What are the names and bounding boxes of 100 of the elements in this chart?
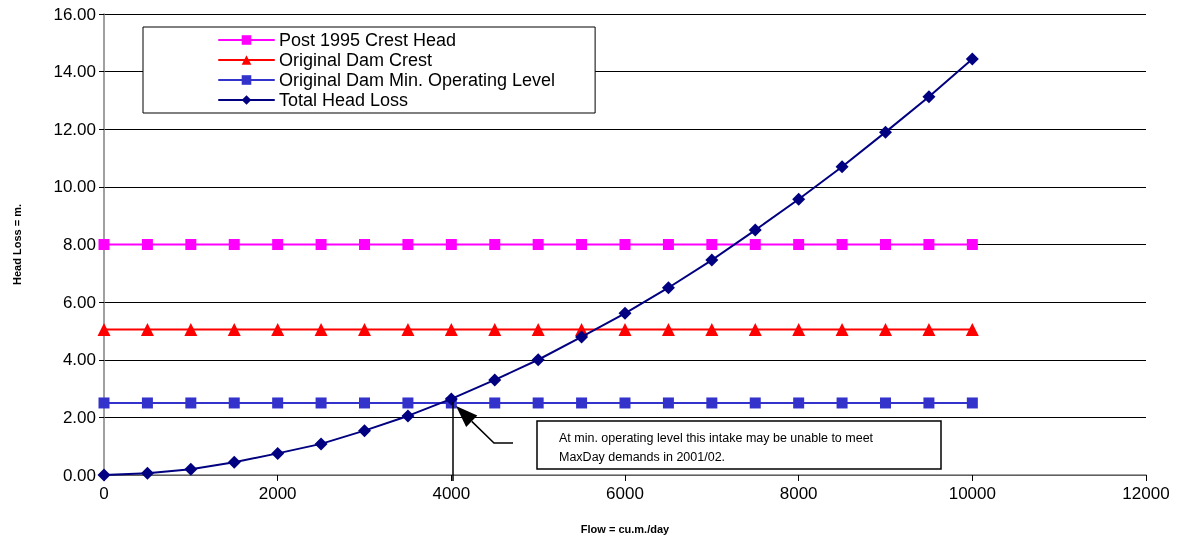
point (141, 397, 153, 409)
point (141, 239, 153, 250)
point (575, 330, 589, 344)
point (922, 323, 936, 336)
point (965, 323, 979, 336)
point (532, 397, 544, 409)
point (966, 239, 978, 250)
x-tick-label: 6000 (606, 484, 644, 503)
point (922, 90, 936, 104)
point (402, 397, 414, 409)
point (748, 323, 762, 336)
point (185, 397, 197, 409)
y-tick-label: 8.00 (62, 235, 96, 254)
point (661, 281, 675, 295)
point (489, 239, 501, 250)
point (444, 323, 458, 336)
point (880, 239, 891, 250)
x-axis-title: Flow = cu.m./day (580, 522, 671, 535)
point (272, 397, 284, 409)
y-tick-label: 12.00 (53, 119, 96, 139)
x-tick-label: 4000 (432, 484, 471, 503)
y-tick-label: 14.00 (53, 62, 96, 82)
annotation: At min. operating level this intake may be unable to meet MaxDay demands in 2001/02. (559, 430, 877, 464)
point (271, 323, 285, 336)
point (705, 253, 719, 267)
point (661, 323, 675, 336)
point (835, 160, 849, 174)
point (880, 397, 891, 409)
point (98, 397, 110, 409)
point (228, 397, 240, 409)
point (576, 397, 588, 409)
point (444, 392, 458, 406)
point (401, 409, 415, 423)
point (359, 239, 370, 250)
legend-label: Total Head Loss (279, 90, 409, 110)
point (315, 239, 327, 250)
point (315, 397, 327, 409)
point (314, 323, 328, 336)
point (836, 397, 848, 409)
y-tick-label: 6.00 (62, 292, 96, 312)
legend-label: Original Dam Crest (279, 50, 433, 70)
point (619, 239, 631, 250)
point (228, 239, 240, 250)
point (359, 397, 370, 409)
point (184, 323, 198, 336)
point (358, 323, 371, 336)
point (271, 446, 285, 460)
point (792, 323, 806, 336)
legend-label: Post 1995 Crest Head (279, 30, 457, 50)
point (879, 125, 892, 139)
point (358, 424, 371, 438)
point (489, 397, 501, 409)
y-tick-label: 2.00 (62, 407, 96, 427)
point (488, 373, 502, 387)
x-tick-label: 12000 (1122, 484, 1170, 503)
x-tick-label: 0 (99, 484, 109, 503)
point (793, 397, 805, 409)
point (836, 239, 848, 250)
point (835, 323, 849, 336)
point (401, 323, 415, 336)
point (97, 323, 111, 336)
point (98, 239, 110, 250)
point (748, 223, 762, 237)
point (488, 323, 502, 336)
point (97, 468, 111, 482)
point (923, 239, 935, 250)
point (792, 192, 806, 206)
point (749, 397, 761, 409)
point (576, 239, 588, 250)
point (314, 437, 328, 451)
point (966, 397, 978, 409)
point (618, 323, 632, 336)
point (662, 239, 674, 250)
point (965, 52, 979, 66)
point (923, 397, 935, 409)
point (445, 239, 457, 250)
y-tick-label: 0.00 (62, 465, 96, 485)
point (618, 306, 632, 320)
point (705, 323, 719, 336)
x-tick-label: 8000 (779, 484, 818, 503)
point (140, 323, 154, 336)
x-tick-label: 10000 (948, 484, 996, 503)
point (793, 239, 805, 250)
y-axis-title: Head Loss = m. (10, 203, 23, 286)
point (140, 466, 154, 480)
legend-label: Original Dam Min. Operating Level (279, 70, 556, 90)
y-tick-label: 10.00 (53, 177, 96, 197)
y-tick-label: 4.00 (62, 350, 96, 370)
point (532, 239, 544, 250)
point (227, 323, 241, 336)
x-tick-label: 2000 (258, 484, 297, 503)
point (184, 462, 198, 476)
point (402, 239, 414, 250)
point (185, 239, 197, 250)
point (749, 239, 761, 250)
point (706, 397, 718, 409)
point (619, 397, 631, 409)
y-tick-label: 16.00 (53, 4, 96, 24)
point (531, 323, 545, 336)
point (531, 353, 545, 367)
